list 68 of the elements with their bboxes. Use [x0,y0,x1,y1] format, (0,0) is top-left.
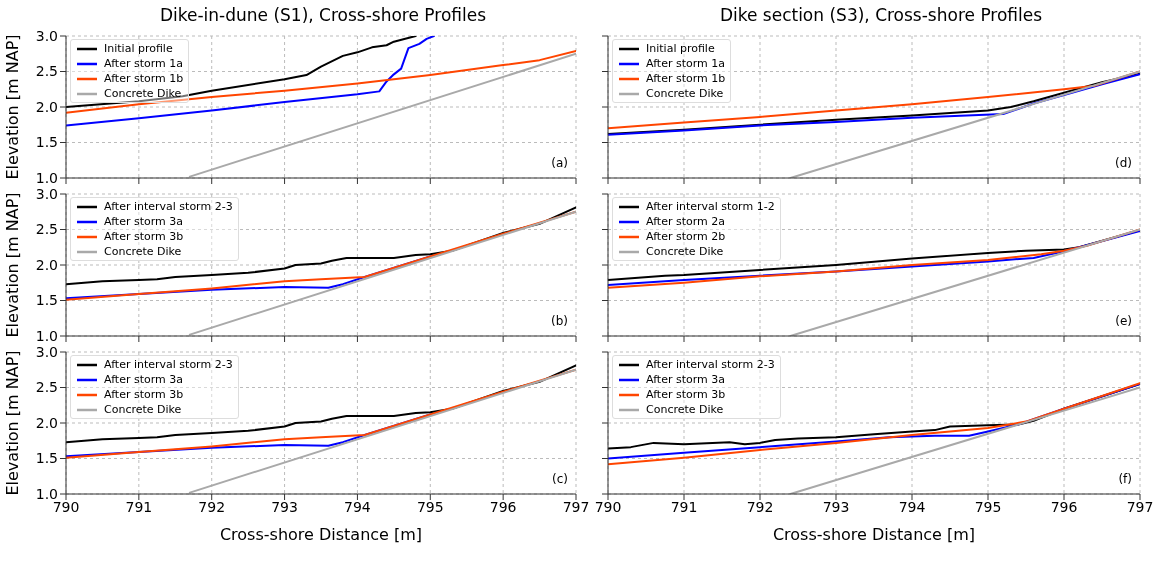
x-tick-label: 796 [489,498,517,515]
y-tick-label: 2.5 [35,63,58,80]
legend-label: After interval storm 2-3 [104,357,233,372]
y-tick-label: 2.5 [35,379,58,396]
x-axis-title: Cross-shore Distance [m] [219,525,423,544]
legend-label: After storm 1a [646,56,725,71]
legend-label: After storm 1b [646,71,726,86]
line-series [66,36,417,108]
legend-label: After storm 3b [104,387,184,402]
legend-label: After storm 3a [104,372,183,387]
annotation: (c) [552,472,568,486]
legend-label: After storm 2b [646,229,726,244]
legend-label: After storm 3a [104,214,183,229]
x-tick-label: 795 [974,498,1002,515]
y-tick-label: 1.5 [35,134,58,151]
legend-label: After storm 3b [646,387,726,402]
y-axis-title: Elevation [m NAP] [2,192,22,338]
y-tick-label: 2.5 [35,221,58,238]
legend-label: After storm 2a [646,214,725,229]
annotation: (e) [1115,314,1132,328]
x-tick-label: 793 [822,498,850,515]
legend-label: After storm 1a [104,56,183,71]
legend-label: Concrete Dike [646,244,724,259]
x-tick-label: 790 [594,498,622,515]
chart-title: Dike section (S3), Cross-shore Profiles [718,4,1044,27]
y-tick-label: 1.5 [35,292,58,309]
legend-label: Concrete Dike [104,86,182,101]
x-tick-label: 791 [670,498,698,515]
y-tick-label: 3.0 [35,27,58,44]
x-axis-title: Cross-shore Distance [m] [772,525,976,544]
legend-label: Concrete Dike [646,86,724,101]
legend-label: After interval storm 2-3 [646,357,775,372]
legend-label: Concrete Dike [104,244,182,259]
legend-label: After storm 3b [104,229,184,244]
y-tick-label: 1.0 [35,327,58,344]
x-tick-label: 794 [898,498,926,515]
legend-label: Concrete Dike [646,402,724,417]
x-tick-label: 792 [198,498,226,515]
legend-label: After interval storm 1-2 [646,199,775,214]
y-tick-label: 2.0 [35,414,58,431]
y-axis-title: Elevation [m NAP] [2,34,22,180]
x-tick-label: 794 [344,498,371,515]
y-axis-title: Elevation [m NAP] [2,350,22,496]
line-series [66,36,435,127]
legend-label: Initial profile [104,41,173,56]
legend-label: After storm 3a [646,372,725,387]
annotation: (d) [1115,156,1132,170]
x-tick-label: 795 [416,498,444,515]
chart-title: Dike-in-dune (S1), Cross-shore Profiles [159,5,487,25]
x-tick-label: 792 [746,498,774,515]
y-tick-label: 2.0 [35,98,58,115]
legend-label: After interval storm 2-3 [104,199,233,214]
annotation: (b) [551,314,568,328]
y-tick-label: 3.0 [35,185,58,202]
y-tick-label: 3.0 [35,343,58,360]
x-tick-label: 797 [1126,498,1154,515]
legend-label: Initial profile [646,41,715,56]
x-tick-label: 791 [125,498,153,515]
y-tick-label: 1.5 [35,450,58,467]
y-tick-label: 1.0 [35,169,58,186]
y-tick-label: 2.0 [35,256,58,273]
annotation: (a) [551,156,568,170]
legend-label: After storm 1b [104,71,184,86]
annotation: (f) [1118,472,1132,486]
legend-label: Concrete Dike [104,402,182,417]
x-tick-label: 796 [1050,498,1078,515]
x-tick-label: 797 [562,498,590,515]
x-tick-label: 793 [271,498,298,515]
